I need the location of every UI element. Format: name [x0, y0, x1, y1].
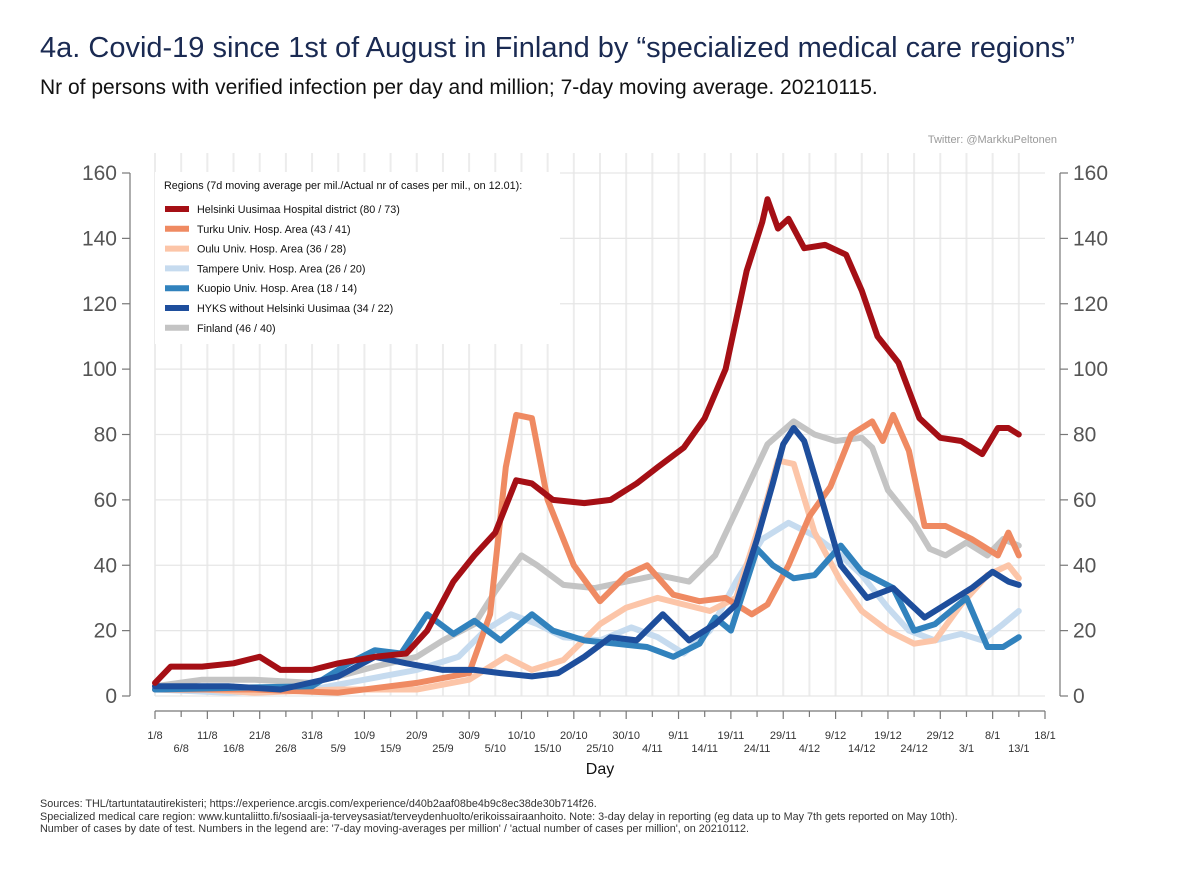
legend-label: Tampere Univ. Hosp. Area (26 / 20) — [197, 263, 365, 275]
x-tick-label: 29/12 — [927, 730, 955, 742]
y-tick-label-right: 160 — [1073, 162, 1108, 185]
x-tick-label: 3/1 — [959, 743, 974, 755]
series-line — [152, 425, 1022, 693]
credit-text: Twitter: @MarkkuPeltonen — [927, 134, 1057, 146]
legend-label: Turku Univ. Hosp. Area (43 / 41) — [197, 224, 351, 236]
y-tick-label-left: 120 — [82, 293, 117, 316]
y-tick-label-right: 120 — [1073, 293, 1108, 316]
y-tick-label-right: 40 — [1073, 554, 1096, 577]
x-tick-label: 9/11 — [668, 730, 689, 742]
x-tick-label: 29/11 — [770, 730, 797, 742]
y-tick-label-left: 40 — [94, 554, 117, 577]
x-tick-label: 19/11 — [718, 730, 745, 742]
y-tick-label-left: 60 — [94, 489, 117, 512]
x-tick-label: 8/1 — [985, 730, 1000, 742]
x-tick-label: 16/8 — [223, 743, 244, 755]
sources-line: Number of cases by date of test. Numbers… — [40, 823, 750, 836]
x-tick-label: 21/8 — [249, 730, 270, 742]
sources-line: Sources: THL/tartuntatautirekisteri; htt… — [40, 798, 597, 810]
x-tick-label: 6/8 — [174, 743, 189, 755]
x-tick-label: 14/12 — [848, 743, 876, 755]
y-tick-label-right: 60 — [1073, 489, 1096, 512]
y-tick-label-left: 80 — [94, 424, 117, 447]
x-tick-label: 25/9 — [432, 743, 453, 755]
x-tick-label: 31/8 — [301, 730, 322, 742]
x-tick-label: 24/11 — [744, 743, 771, 755]
page-title: 4a. Covid-19 since 1st of August in Finl… — [40, 32, 1075, 64]
x-tick-label: 20/10 — [560, 730, 588, 742]
series-line — [152, 542, 1022, 693]
legend-label: Oulu Univ. Hosp. Area (36 / 28) — [197, 244, 346, 256]
y-tick-label-right: 0 — [1073, 685, 1085, 708]
x-tick-label: 14/11 — [691, 743, 718, 755]
x-tick-label: 5/10 — [485, 743, 506, 755]
legend: Regions (7d moving average per mil./Actu… — [155, 172, 560, 344]
legend-label: Helsinki Uusimaa Hospital district (80 /… — [197, 204, 400, 216]
legend-label: Kuopio Univ. Hosp. Area (18 / 14) — [197, 283, 357, 295]
x-tick-label: 15/10 — [534, 743, 562, 755]
x-tick-label: 4/11 — [642, 743, 663, 755]
x-tick-label: 24/12 — [900, 743, 928, 755]
x-tick-label: 9/12 — [825, 730, 846, 742]
x-tick-label: 25/10 — [586, 743, 614, 755]
x-tick-label: 11/8 — [197, 730, 218, 742]
series-lines — [152, 196, 1022, 696]
x-tick-label: 1/8 — [147, 730, 162, 742]
sources-note: Sources: THL/tartuntatautirekisteri; htt… — [40, 798, 958, 836]
legend-title: Regions (7d moving average per mil./Actu… — [164, 180, 522, 192]
x-tick-label: 4/12 — [799, 743, 820, 755]
x-tick-label: 30/10 — [612, 730, 640, 742]
legend-label: Finland (46 / 40) — [197, 323, 276, 335]
page-subtitle: Nr of persons with verified infection pe… — [40, 76, 878, 99]
x-tick-label: 15/9 — [380, 743, 401, 755]
y-tick-label-left: 140 — [82, 227, 117, 250]
x-tick-label: 10/9 — [354, 730, 375, 742]
x-tick-label: 26/8 — [275, 743, 296, 755]
y-tick-label-left: 0 — [105, 685, 117, 708]
x-tick-label: 30/9 — [458, 730, 479, 742]
x-axis-label: Day — [586, 761, 614, 778]
legend-background — [155, 172, 560, 344]
x-tick-label: 13/1 — [1008, 743, 1029, 755]
y-tick-label-left: 160 — [82, 162, 117, 185]
y-tick-label-right: 140 — [1073, 227, 1108, 250]
y-tick-label-right: 100 — [1073, 358, 1108, 381]
sources-line: Specialized medical care region: www.kun… — [40, 810, 958, 823]
y-tick-label-right: 80 — [1073, 424, 1096, 447]
legend-label: HYKS without Helsinki Uusimaa (34 / 22) — [197, 303, 393, 315]
y-tick-label-right: 20 — [1073, 620, 1096, 643]
x-tick-label: 19/12 — [874, 730, 902, 742]
series-line — [152, 411, 1022, 696]
axes: 0 0 20 20 40 40 60 60 80 80 100 100 120 120 140 140 160 1… — [82, 162, 1108, 755]
x-tick-label: 18/1 — [1034, 730, 1055, 742]
series-line — [152, 418, 1022, 690]
x-tick-label: 20/9 — [406, 730, 427, 742]
y-tick-label-left: 100 — [82, 358, 117, 381]
legend-items: Helsinki Uusimaa Hospital district (80 /… — [165, 204, 400, 335]
x-tick-label: 5/9 — [331, 743, 346, 755]
y-tick-label-left: 20 — [94, 620, 117, 643]
series-line — [152, 196, 1022, 686]
x-tick-label: 10/10 — [508, 730, 536, 742]
